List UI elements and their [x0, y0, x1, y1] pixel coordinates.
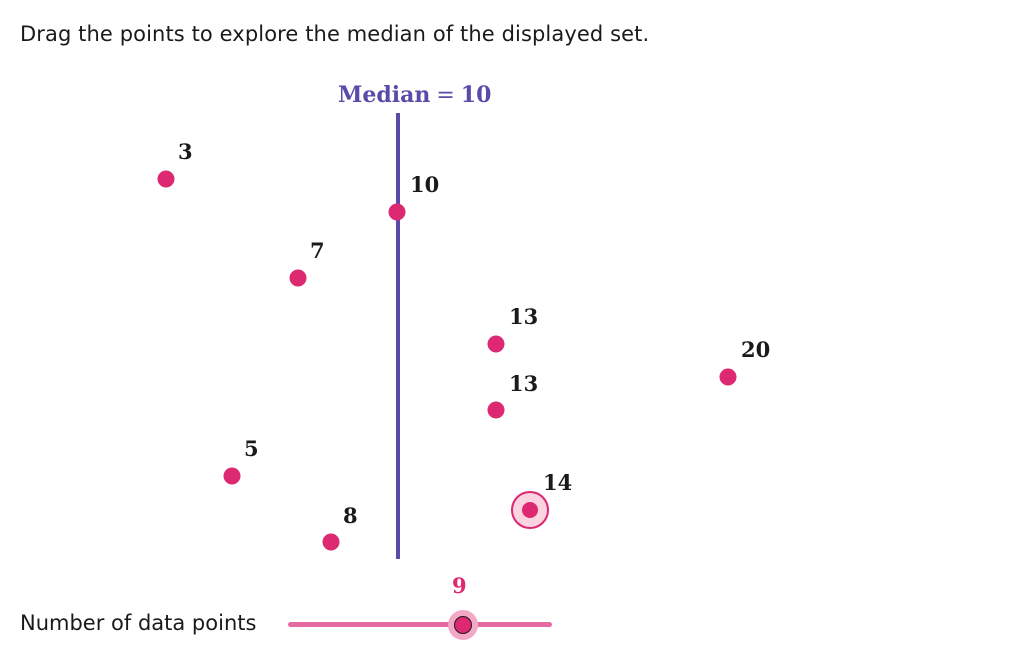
point-label-14: 14 — [543, 470, 573, 495]
slider-caption: Number of data points — [20, 611, 257, 635]
median-line — [396, 113, 400, 559]
data-point-10[interactable] — [388, 203, 406, 221]
median-label-text: Median — [338, 82, 431, 108]
data-point-3[interactable] — [157, 170, 175, 188]
median-label: Median = 10 — [338, 82, 491, 108]
point-label-5: 5 — [244, 436, 259, 461]
point-label-13-lower: 13 — [509, 371, 539, 396]
data-point-7[interactable] — [289, 269, 307, 287]
data-points-slider-track[interactable] — [288, 622, 552, 627]
median-equals-sign: = — [436, 83, 455, 108]
point-label-3: 3 — [178, 139, 193, 164]
data-point-13-upper[interactable] — [487, 335, 505, 353]
point-label-10: 10 — [410, 172, 440, 197]
point-label-7: 7 — [310, 238, 325, 263]
data-point-13-lower[interactable] — [487, 401, 505, 419]
point-label-8: 8 — [343, 503, 358, 528]
slider-value: 9 — [452, 573, 467, 598]
point-label-13-upper: 13 — [509, 304, 539, 329]
instruction-text: Drag the points to explore the median of… — [20, 22, 650, 46]
point-label-20: 20 — [741, 337, 771, 362]
data-point-5[interactable] — [223, 467, 241, 485]
data-points-slider-handle[interactable] — [454, 616, 472, 634]
median-value: 10 — [460, 82, 492, 108]
data-point-20[interactable] — [719, 368, 737, 386]
data-point-14-selected[interactable] — [522, 502, 538, 518]
data-point-8[interactable] — [322, 533, 340, 551]
